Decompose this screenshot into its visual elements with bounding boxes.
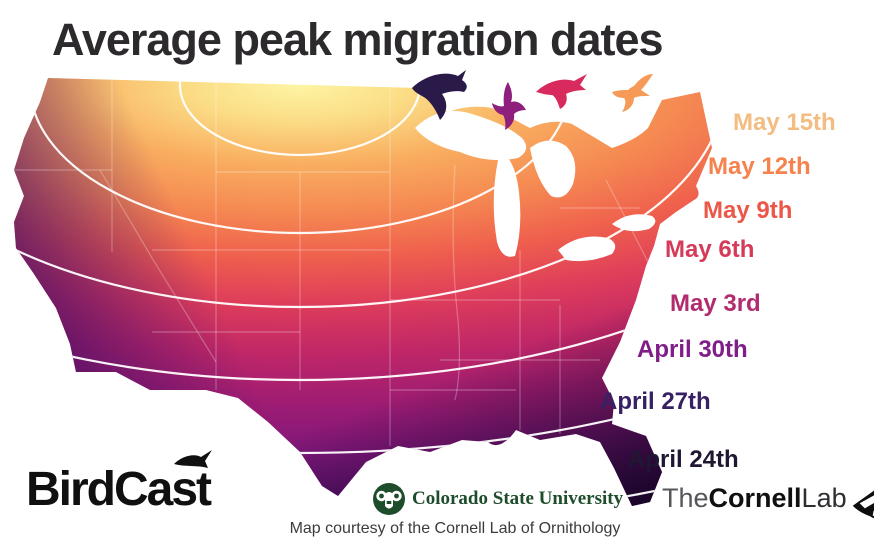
bird-icon xyxy=(492,82,526,130)
state-borders xyxy=(14,78,649,446)
cornell-lab: Lab xyxy=(801,482,847,513)
date-label-may-6: May 6th xyxy=(665,236,755,263)
date-label-april-27: April 27th xyxy=(600,388,711,415)
date-label-april-24: April 24th xyxy=(628,446,739,473)
bird-icon xyxy=(412,70,467,120)
bird-icon xyxy=(536,74,587,109)
cornell-cornell: Cornell xyxy=(708,482,802,513)
sapsucker-icon xyxy=(852,490,874,519)
csu-ram-icon xyxy=(373,483,405,515)
date-label-may-3: May 3rd xyxy=(670,290,761,317)
date-label-may-12: May 12th xyxy=(708,153,811,180)
csu-wordmark: Colorado State University xyxy=(412,488,624,509)
bird-silhouettes xyxy=(412,70,653,130)
date-label-may-9: May 9th xyxy=(703,197,793,224)
date-label-april-30: April 30th xyxy=(637,336,748,363)
bird-icon xyxy=(612,74,653,112)
map-caption: Map courtesy of the Cornell Lab of Ornit… xyxy=(289,520,621,537)
page-title: Average peak migration dates xyxy=(52,14,664,65)
birdcast-wordmark: BirdCast xyxy=(26,463,212,516)
cornell-lab-logo: The Cornell Lab xyxy=(662,476,874,520)
csu-logo: Colorado State University xyxy=(372,482,623,516)
birdcast-bird-icon xyxy=(174,450,212,468)
date-label-may-15: May 15th xyxy=(733,109,836,136)
great-lakes xyxy=(415,111,656,262)
cornell-the: The xyxy=(662,482,709,513)
birdcast-logo: BirdCast xyxy=(26,450,236,522)
